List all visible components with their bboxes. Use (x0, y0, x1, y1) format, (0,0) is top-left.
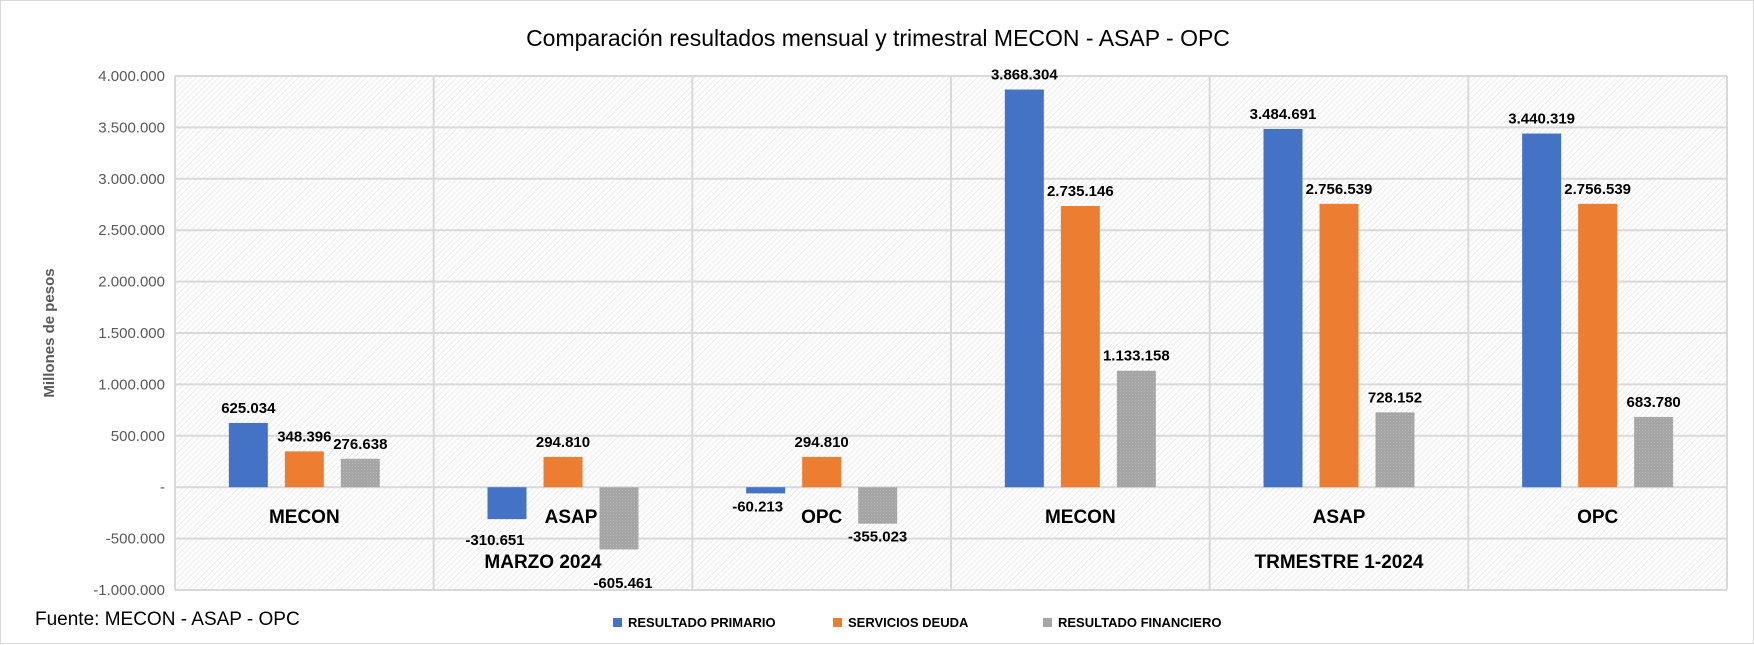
bar-resultado-financiero (1634, 416, 1674, 488)
data-label: 1.133.158 (1103, 348, 1170, 365)
bar-resultado-primario (1263, 128, 1303, 488)
bar-servicios-deuda (1060, 206, 1100, 488)
legend-entry: RESULTADO PRIMARIO (628, 615, 776, 630)
data-label: 3.868.304 (991, 67, 1058, 84)
data-label: 625.034 (221, 400, 276, 417)
bar-resultado-financiero (1116, 370, 1156, 488)
data-label: 294.810 (536, 434, 590, 451)
legend-entry: RESULTADO FINANCIERO (1058, 615, 1221, 630)
y-tick-label: -500.000 (106, 531, 165, 548)
data-label: 3.484.691 (1250, 106, 1317, 123)
category-label: MECON (269, 507, 340, 528)
bar-resultado-financiero (1375, 412, 1415, 488)
bar-resultado-primario (1522, 133, 1562, 488)
data-label: 2.735.146 (1047, 183, 1114, 200)
legend-swatch (613, 618, 622, 627)
bar-resultado-financiero (599, 487, 639, 550)
y-tick-label: 1.500.000 (98, 325, 165, 342)
data-label: 348.396 (277, 428, 331, 445)
data-label: 2.756.539 (1564, 181, 1631, 198)
bar-resultado-financiero (858, 487, 898, 524)
category-label: MECON (1045, 507, 1116, 528)
plot-area: -1.000.000-500.000-500.0001.000.0001.500… (93, 67, 1728, 599)
bar-servicios-deuda (543, 456, 583, 488)
bar-resultado-primario (228, 422, 268, 488)
category-label: OPC (1577, 507, 1618, 528)
data-label: -310.651 (465, 532, 524, 549)
y-tick-label: - (160, 479, 165, 496)
category-group-label: MARZO 2024 (484, 552, 602, 573)
data-label: 294.810 (795, 434, 849, 451)
y-tick-label: 3.000.000 (98, 171, 165, 188)
chart-title: Comparación resultados mensual y trimest… (526, 25, 1230, 51)
bar-servicios-deuda (1319, 203, 1359, 488)
y-tick-label: 2.500.000 (98, 222, 165, 239)
bar-resultado-primario (746, 487, 786, 494)
category-label: ASAP (1313, 507, 1366, 528)
data-label: 2.756.539 (1306, 181, 1373, 198)
data-label: 3.440.319 (1508, 111, 1575, 128)
category-group-label: TRMESTRE 1-2024 (1255, 552, 1424, 573)
bar-resultado-primario (1004, 89, 1044, 488)
source-note: Fuente: MECON - ASAP - OPC (35, 609, 300, 630)
y-tick-label: 4.000.000 (98, 68, 165, 85)
bar-resultado-financiero (340, 458, 380, 488)
y-tick-label: 2.000.000 (98, 274, 165, 291)
category-label: OPC (801, 507, 842, 528)
data-label: 683.780 (1627, 394, 1681, 411)
data-label: 276.638 (333, 436, 387, 453)
y-tick-label: 3.500.000 (98, 119, 165, 136)
legend-swatch (1043, 618, 1052, 627)
bar-servicios-deuda (802, 456, 842, 488)
bar-resultado-primario (487, 487, 527, 520)
bar-servicios-deuda (1578, 203, 1618, 488)
y-axis-label: Millones de pesos (41, 268, 58, 397)
data-label: 728.152 (1368, 389, 1422, 406)
y-tick-label: 1.000.000 (98, 376, 165, 393)
category-label: ASAP (545, 507, 598, 528)
legend-swatch (833, 618, 842, 627)
bar-servicios-deuda (284, 451, 324, 488)
data-label: -355.023 (848, 529, 907, 546)
data-label: -605.461 (593, 575, 652, 592)
y-tick-label: 500.000 (111, 428, 165, 445)
y-tick-label: -1.000.000 (93, 582, 165, 599)
legend: RESULTADO PRIMARIO SERVICIOS DEUDA RESULTA… (613, 615, 1221, 630)
legend-entry: SERVICIOS DEUDA (848, 615, 969, 630)
data-label: -60.213 (732, 498, 783, 515)
